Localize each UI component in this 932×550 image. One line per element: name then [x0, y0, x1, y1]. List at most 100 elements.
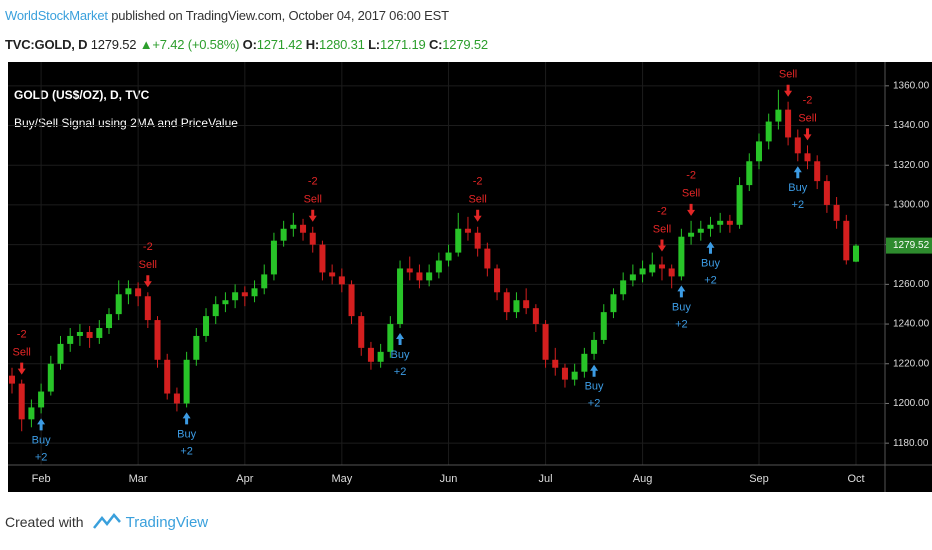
x-tick-label: Sep — [749, 473, 769, 485]
candle-body — [785, 109, 792, 138]
candle-body — [212, 304, 219, 317]
x-tick-label: Feb — [32, 473, 51, 485]
candle-body — [649, 264, 656, 273]
signal-value: +2 — [675, 318, 688, 330]
signal-label: Sell — [779, 69, 797, 81]
candle-body — [377, 351, 384, 362]
candle-body — [455, 228, 462, 253]
signal-label: Sell — [13, 347, 31, 359]
candle-body — [814, 161, 821, 182]
y-tick-label: 1320.00 — [893, 160, 930, 171]
brand-link[interactable]: TradingView — [125, 513, 209, 531]
y-tick-label: 1200.00 — [893, 398, 930, 409]
tradingview-logo — [92, 513, 121, 529]
y-tick-label: 1260.00 — [893, 279, 930, 290]
candle-body — [755, 141, 762, 162]
candle-body — [426, 272, 433, 281]
candle-body — [367, 347, 374, 362]
candle-body — [794, 137, 801, 154]
buy-arrow — [706, 241, 715, 254]
candle-body — [329, 272, 336, 277]
candle-body — [697, 228, 704, 233]
signal-value: -2 — [783, 62, 793, 63]
candle-body — [445, 252, 452, 261]
candle-body — [358, 316, 365, 348]
candle-body — [397, 268, 404, 325]
sell-arrow — [784, 84, 793, 97]
candle-body — [193, 335, 200, 360]
candle-body — [251, 288, 258, 297]
signal-value: +2 — [792, 199, 805, 211]
candle-body — [96, 328, 103, 338]
candle-body — [736, 185, 743, 225]
signal-label: Sell — [468, 194, 486, 206]
candle-body — [775, 109, 782, 122]
buy-arrow — [677, 285, 686, 298]
candle-body — [503, 292, 510, 313]
candle-body — [804, 153, 811, 162]
y-tick-label: 1220.00 — [893, 358, 930, 369]
candle-body — [658, 264, 665, 269]
sell-arrow — [143, 275, 152, 288]
candle-body — [678, 236, 685, 277]
candle-body — [717, 220, 724, 225]
candle-body — [164, 359, 171, 394]
signal-label: Sell — [653, 223, 671, 235]
signal-label: Buy — [391, 349, 410, 361]
candle-body — [620, 280, 627, 295]
candle-body — [154, 320, 161, 360]
candle-body — [513, 300, 520, 313]
candle-body — [833, 204, 840, 221]
y-tick-label: 1340.00 — [893, 120, 930, 131]
x-tick-label: Oct — [847, 473, 864, 485]
signal-value: -2 — [308, 176, 318, 188]
candle-body — [416, 272, 423, 281]
candle-body — [387, 324, 394, 352]
candle-body — [232, 292, 239, 301]
candle-body — [484, 248, 491, 269]
author-link[interactable]: WorldStockMarket — [5, 8, 108, 23]
signal-value: +2 — [588, 398, 601, 410]
y-tick-label: 1300.00 — [893, 200, 930, 211]
candle-body — [843, 220, 850, 261]
sell-arrow — [308, 209, 317, 222]
chart: GOLD (US$/OZ), D, TVC Buy/Sell Signal us… — [8, 62, 932, 492]
signal-value: +2 — [704, 275, 717, 287]
candle-body — [203, 316, 210, 336]
change: +7.42 (+0.58%) — [152, 37, 240, 52]
buy-arrow — [37, 418, 46, 431]
low-label: L: — [368, 37, 380, 52]
candle-body — [290, 224, 297, 229]
candle-body — [668, 268, 675, 277]
candle-body — [571, 371, 578, 380]
candle-body — [106, 314, 113, 329]
signal-value: -2 — [143, 241, 153, 253]
candle-body — [241, 292, 248, 297]
signal-value: +2 — [394, 366, 407, 378]
buy-arrow — [182, 412, 191, 425]
candle-body — [746, 161, 753, 186]
candle-body — [532, 308, 539, 325]
signal-value: -2 — [473, 176, 483, 188]
candle-body — [552, 359, 559, 368]
candle-body — [338, 276, 345, 285]
price-tag-label: 1279.52 — [893, 240, 930, 251]
candle-body — [629, 274, 636, 281]
chart-title: GOLD (US$/OZ), D, TVC — [14, 88, 150, 102]
signal-label: Sell — [139, 259, 157, 271]
candle-body — [222, 300, 229, 305]
candle-body — [76, 331, 83, 336]
candle-body — [261, 274, 268, 289]
signal-value: +2 — [35, 451, 48, 463]
price-tag — [886, 237, 932, 254]
candle-body — [561, 367, 568, 380]
signal-value: -2 — [17, 329, 27, 341]
signal-label: Sell — [798, 112, 816, 124]
candle-body — [8, 375, 16, 384]
x-tick-label: Aug — [633, 473, 653, 485]
signal-label: Buy — [585, 381, 604, 393]
x-tick-label: Jul — [539, 473, 553, 485]
candle-body — [67, 335, 74, 344]
candle-body — [610, 294, 617, 313]
candle-body — [173, 393, 180, 404]
